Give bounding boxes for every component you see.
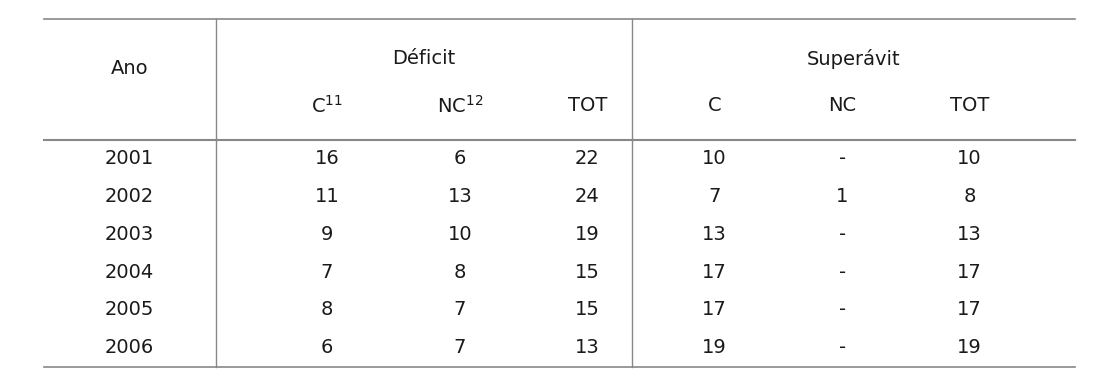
Text: 13: 13 xyxy=(957,225,982,244)
Text: Ano: Ano xyxy=(111,59,148,77)
Text: C: C xyxy=(708,96,721,115)
Text: Superávit: Superávit xyxy=(807,49,900,68)
Text: 15: 15 xyxy=(575,263,599,282)
Text: 8: 8 xyxy=(320,301,334,319)
Text: NC: NC xyxy=(828,96,856,115)
Text: 13: 13 xyxy=(448,187,472,206)
Text: TOT: TOT xyxy=(567,96,607,115)
Text: 19: 19 xyxy=(575,225,599,244)
Text: 7: 7 xyxy=(320,263,334,282)
Text: 7: 7 xyxy=(453,338,466,357)
Text: -: - xyxy=(839,338,845,357)
Text: 1: 1 xyxy=(835,187,849,206)
Text: -: - xyxy=(839,149,845,168)
Text: -: - xyxy=(839,225,845,244)
Text: 17: 17 xyxy=(957,263,982,282)
Text: 7: 7 xyxy=(453,301,466,319)
Text: 17: 17 xyxy=(702,301,727,319)
Text: 17: 17 xyxy=(957,301,982,319)
Text: 9: 9 xyxy=(320,225,334,244)
Text: 19: 19 xyxy=(957,338,982,357)
Text: 2006: 2006 xyxy=(105,338,154,357)
Text: $\mathrm{C}^{11}$: $\mathrm{C}^{11}$ xyxy=(311,95,342,117)
Text: 17: 17 xyxy=(702,263,727,282)
Text: 15: 15 xyxy=(575,301,599,319)
Text: 6: 6 xyxy=(320,338,334,357)
Text: 2004: 2004 xyxy=(105,263,154,282)
Text: 7: 7 xyxy=(708,187,721,206)
Text: 19: 19 xyxy=(702,338,727,357)
Text: 6: 6 xyxy=(453,149,466,168)
Text: Déficit: Déficit xyxy=(392,49,455,68)
Text: 22: 22 xyxy=(575,149,599,168)
Text: 8: 8 xyxy=(453,263,466,282)
Text: 13: 13 xyxy=(702,225,727,244)
Text: TOT: TOT xyxy=(950,96,989,115)
Text: 2005: 2005 xyxy=(105,301,154,319)
Text: 2001: 2001 xyxy=(105,149,154,168)
Text: 2002: 2002 xyxy=(105,187,154,206)
Text: 13: 13 xyxy=(575,338,599,357)
Text: 16: 16 xyxy=(315,149,339,168)
Text: 10: 10 xyxy=(957,149,982,168)
Text: 10: 10 xyxy=(448,225,472,244)
Text: -: - xyxy=(839,263,845,282)
Text: 10: 10 xyxy=(702,149,727,168)
Text: -: - xyxy=(839,301,845,319)
Text: $\mathrm{NC}^{12}$: $\mathrm{NC}^{12}$ xyxy=(437,95,483,117)
Text: 8: 8 xyxy=(963,187,976,206)
Text: 2003: 2003 xyxy=(105,225,154,244)
Text: 11: 11 xyxy=(315,187,339,206)
Text: 24: 24 xyxy=(575,187,599,206)
